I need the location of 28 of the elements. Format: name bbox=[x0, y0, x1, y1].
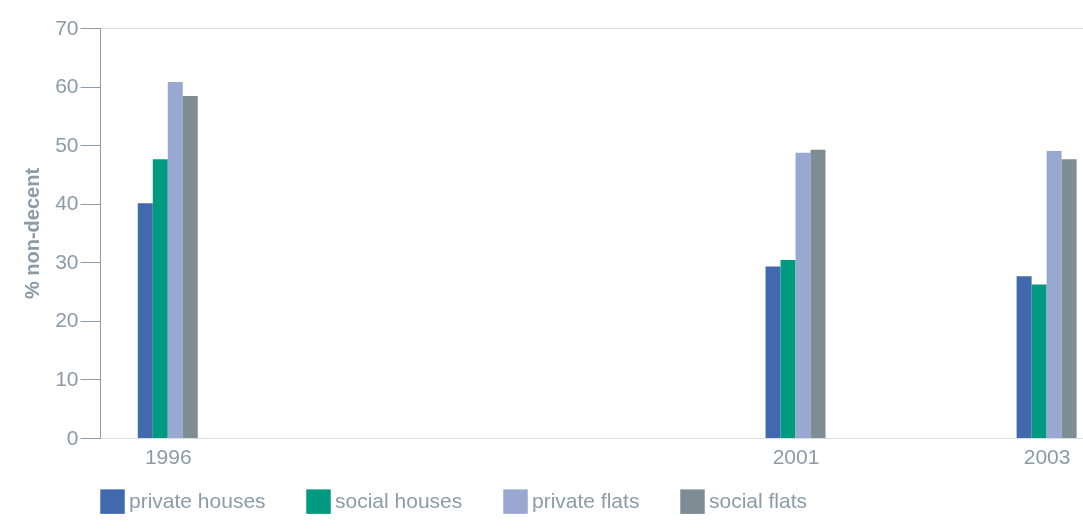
y-tick-label: 30 bbox=[55, 249, 79, 273]
bar bbox=[795, 152, 811, 438]
bar bbox=[1016, 276, 1032, 438]
y-axis-title: % non-decent bbox=[21, 167, 44, 300]
legend-label: social houses bbox=[335, 488, 463, 512]
bar bbox=[1046, 151, 1062, 438]
y-tick-label: 40 bbox=[55, 191, 79, 215]
bar bbox=[765, 266, 781, 438]
bar bbox=[780, 259, 796, 438]
bar bbox=[1031, 284, 1047, 438]
legend-label: private houses bbox=[129, 488, 266, 512]
bar bbox=[152, 159, 168, 438]
bar bbox=[137, 203, 153, 438]
x-tick-label: 2001 bbox=[772, 444, 820, 468]
y-tick-label: 60 bbox=[55, 74, 79, 98]
x-tick-label: 1996 bbox=[144, 444, 192, 468]
bar bbox=[1061, 159, 1077, 438]
y-tick-label: 0 bbox=[66, 425, 79, 449]
bar bbox=[167, 81, 183, 438]
legend-label: private flats bbox=[532, 488, 640, 512]
y-tick-label: 50 bbox=[55, 132, 79, 156]
bar bbox=[810, 149, 826, 438]
y-tick-label: 70 bbox=[55, 15, 79, 39]
y-tick-label: 10 bbox=[55, 366, 79, 390]
y-tick-label: 20 bbox=[55, 308, 79, 332]
legend-label: social flats bbox=[709, 488, 808, 512]
x-tick-label: 2003 bbox=[1023, 444, 1071, 468]
bar bbox=[182, 95, 198, 438]
